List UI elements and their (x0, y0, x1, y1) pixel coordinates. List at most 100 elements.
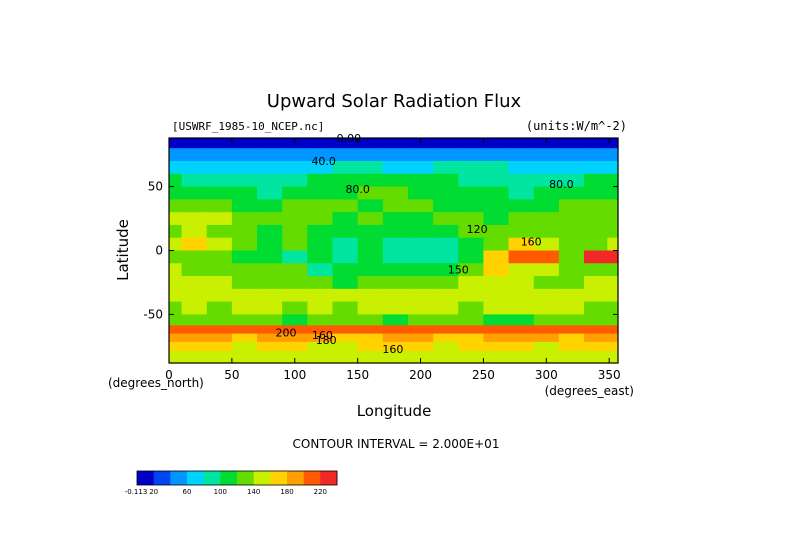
heatmap-cell (508, 314, 535, 326)
colorbar-swatch (287, 471, 305, 485)
heatmap-cell (181, 148, 208, 162)
heatmap-cell (231, 333, 258, 343)
x-tick-label: 350 (598, 368, 621, 382)
chart-title: Upward Solar Radiation Flux (267, 91, 522, 112)
heatmap-cell (332, 224, 359, 239)
heatmap-cell (483, 301, 510, 316)
heatmap-cell (169, 237, 183, 252)
heatmap-cell (332, 276, 359, 290)
heatmap-cell (433, 148, 459, 162)
heatmap-cell (433, 276, 459, 290)
heatmap-cell (483, 359, 510, 364)
heatmap-cell (433, 173, 459, 188)
heatmap-cell (382, 237, 409, 252)
heatmap-cell (307, 341, 334, 352)
heatmap-cell (533, 301, 560, 316)
heatmap-cell (433, 161, 459, 175)
contour-interval-text: CONTOUR INTERVAL = 2.000E+01 (293, 437, 500, 451)
heatmap-cell (206, 148, 233, 162)
heatmap-cell (332, 314, 359, 326)
heatmap-cell (407, 276, 434, 290)
heatmap-cell (407, 341, 434, 352)
units-label: (units:W/m^-2) (526, 119, 627, 133)
heatmap-cell (257, 350, 283, 360)
heatmap-cell (231, 237, 258, 252)
heatmap-cell (558, 138, 585, 149)
heatmap-cell (407, 224, 434, 239)
heatmap-cell (584, 250, 608, 264)
heatmap-cell (607, 359, 619, 364)
heatmap-cell (181, 301, 208, 316)
heatmap-cell (433, 314, 459, 326)
heatmap-cell (307, 288, 334, 303)
colorbar-swatch (303, 471, 321, 485)
heatmap-cell (206, 350, 233, 360)
heatmap-cell (231, 212, 258, 226)
heatmap-cell (584, 237, 608, 252)
heatmap-cell (257, 186, 283, 200)
heatmap-cell (206, 224, 233, 239)
heatmap-cell (181, 325, 208, 335)
heatmap-cell (584, 359, 608, 364)
heatmap-cell (382, 288, 409, 303)
heatmap-cell (231, 138, 258, 149)
colorbar-swatch (320, 471, 338, 485)
heatmap-cell (169, 161, 183, 175)
heatmap-cell (607, 350, 619, 360)
heatmap-cell (231, 199, 258, 213)
heatmap-cell (533, 250, 560, 264)
heatmap-cell (558, 301, 585, 316)
heatmap-cell (357, 138, 384, 149)
heatmap-cell (508, 333, 535, 343)
heatmap-cell (607, 148, 619, 162)
heatmap-cell (307, 173, 334, 188)
heatmap-cell (483, 350, 510, 360)
heatmap-cell (206, 314, 233, 326)
heatmap-cell (257, 161, 283, 175)
heatmap-cell (433, 212, 459, 226)
heatmap-cell (206, 173, 233, 188)
heatmap-cell (332, 359, 359, 364)
heatmap-cell (231, 173, 258, 188)
heatmap-cell (508, 325, 535, 335)
y-tick-label: 50 (148, 180, 163, 194)
heatmap-cell (257, 333, 283, 343)
x-tick-label: 300 (535, 368, 558, 382)
heatmap-cell (206, 276, 233, 290)
heatmap-cell (607, 288, 619, 303)
heatmap-cell (181, 314, 208, 326)
heatmap-cell (181, 263, 208, 277)
heatmap-cell (206, 301, 233, 316)
contour-label: 200 (276, 326, 297, 339)
heatmap-cell (584, 148, 608, 162)
heatmap-cell (508, 138, 535, 149)
heatmap-cell (607, 138, 619, 149)
heatmap-cell (282, 138, 308, 149)
heatmap-cell (181, 350, 208, 360)
heatmap-cell (169, 148, 183, 162)
heatmap-cell (169, 333, 183, 343)
heatmap-cell (533, 325, 560, 335)
heatmap-cell (181, 199, 208, 213)
heatmap-cell (282, 333, 308, 343)
heatmap-cell (458, 199, 485, 213)
contour-label: 80.0 (345, 183, 370, 196)
heatmap-cell (382, 301, 409, 316)
colorbar-label: 140 (247, 488, 260, 496)
heatmap-cell (533, 314, 560, 326)
heatmap-cell (584, 314, 608, 326)
heatmap-cell (407, 148, 434, 162)
file-label: [USWRF_1985-10_NCEP.nc] (172, 120, 324, 133)
heatmap-cell (483, 250, 510, 264)
heatmap-cell (558, 161, 585, 175)
colorbar-swatch (237, 471, 255, 485)
heatmap-cell (382, 138, 409, 149)
heatmap-cell (533, 199, 560, 213)
heatmap-cell (382, 250, 409, 264)
heatmap-cell (257, 288, 283, 303)
heatmap-cell (382, 333, 409, 343)
heatmap-cell (458, 250, 485, 264)
heatmap-cell (231, 186, 258, 200)
heatmap-cell (169, 173, 183, 188)
